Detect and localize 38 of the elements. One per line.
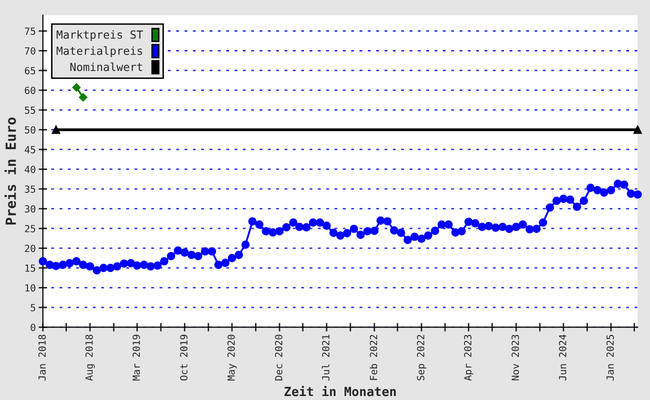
y-tick-label: 55	[24, 106, 36, 114]
y-tick-label: 45	[24, 146, 36, 154]
x-axis-title: Zeit in Monaten	[284, 386, 396, 396]
x-tick-label: Jun 2024	[558, 334, 566, 380]
y-tick-label: 15	[25, 264, 36, 272]
y-axis-title: Preis in Euro	[4, 118, 16, 224]
y-tick-label: 50	[24, 126, 36, 134]
y-tick-label: 35	[24, 185, 36, 193]
y-tick-label: 20	[24, 244, 36, 252]
x-tick-label: Feb 2022	[370, 334, 378, 380]
y-tick-label: 25	[24, 224, 36, 232]
y-tick-label: 5	[30, 304, 36, 312]
point	[633, 126, 642, 134]
x-tick-label: Apr 2023	[464, 334, 474, 381]
y-tick-label: 10	[25, 284, 36, 292]
point	[52, 126, 60, 134]
x-tick-label: Jan 2025	[606, 334, 614, 380]
x-tick-label: Dec 2020	[275, 334, 282, 380]
y-tick-label: 0	[30, 324, 36, 332]
legend-label: Marktpreis ST	[56, 30, 143, 41]
y-tick-label: 70	[24, 47, 36, 55]
x-tick-label: Nov 2023	[512, 334, 519, 380]
y-tick-label: 60	[24, 86, 36, 94]
x-tick-label: Sep 2022	[416, 334, 426, 380]
x-tick-label: Jan 2018	[38, 334, 46, 380]
x-tick-label: Aug 2018	[85, 334, 95, 381]
y-tick-label: 75	[24, 28, 36, 35]
y-tick-label: 40	[24, 166, 36, 174]
legend-label: Nominalwert	[70, 62, 142, 72]
point	[72, 83, 81, 92]
x-tick-label: Oct 2019	[180, 334, 188, 380]
y-tick-label: 65	[24, 66, 36, 74]
x-tick-label: Jul 2021	[322, 334, 330, 380]
x-tick-label: May 2020	[227, 334, 237, 381]
y-tick-label: 30	[24, 205, 36, 213]
point	[78, 93, 88, 102]
legend-label: Materialpreis	[56, 46, 142, 58]
x-tick-label: Mar 2019	[132, 334, 140, 381]
